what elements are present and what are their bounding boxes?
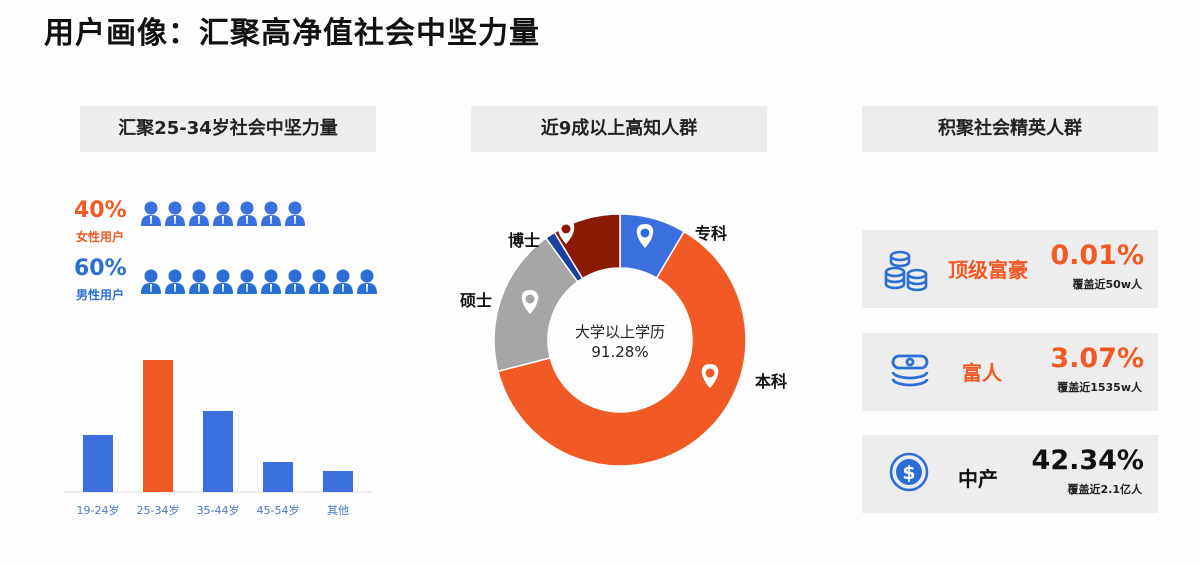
female-percent: 40% bbox=[74, 198, 127, 223]
male-user-icon bbox=[309, 269, 329, 294]
male-user-icon bbox=[189, 269, 209, 294]
female-icons bbox=[140, 200, 308, 230]
bar-3 bbox=[263, 462, 293, 492]
section-header-elite: 积聚社会精英人群 bbox=[862, 106, 1158, 152]
male-user-icon bbox=[261, 269, 281, 294]
donut-center-line1: 大学以上学历 bbox=[574, 323, 665, 341]
elite-card-middle-class: $ 中产 42.34% 覆盖近2.1亿人 bbox=[862, 435, 1158, 513]
label-zhuanke: 专科 bbox=[695, 224, 728, 243]
dollar-coin-icon: $ bbox=[889, 452, 929, 492]
elite-value-top-rich: 0.01% bbox=[1050, 240, 1144, 271]
female-label: 女性用户 bbox=[76, 230, 125, 244]
male-user-icon bbox=[213, 269, 233, 294]
svg-text:$: $ bbox=[902, 462, 915, 484]
bar-tick-label: 其他 bbox=[327, 504, 349, 517]
education-donut-chart bbox=[493, 213, 747, 467]
male-user-icon bbox=[357, 269, 377, 294]
male-label: 男性用户 bbox=[76, 288, 125, 302]
female-user-icon bbox=[141, 201, 161, 226]
female-user-icon bbox=[189, 201, 209, 226]
female-user-icon bbox=[261, 201, 281, 226]
bar-4 bbox=[323, 471, 353, 492]
male-user-icon bbox=[237, 269, 257, 294]
bar-tick-label: 25-34岁 bbox=[137, 503, 180, 517]
male-icons bbox=[140, 268, 380, 298]
elite-coverage-middle-class: 覆盖近2.1亿人 bbox=[1067, 483, 1143, 496]
male-user-icon bbox=[285, 269, 305, 294]
bar-tick-label: 19-24岁 bbox=[77, 503, 120, 517]
elite-value-middle-class: 42.34% bbox=[1031, 445, 1144, 476]
label-shuoshi: 硕士 bbox=[460, 291, 493, 310]
elite-coverage-rich: 覆盖近1535w人 bbox=[1057, 381, 1142, 394]
section-header-education: 近9成以上高知人群 bbox=[471, 106, 767, 152]
label-benke: 本科 bbox=[755, 372, 788, 391]
coin-stack-icon bbox=[884, 250, 928, 292]
section-header-age: 汇聚25-34岁社会中坚力量 bbox=[80, 106, 376, 152]
bar-tick-label: 35-44岁 bbox=[197, 503, 240, 517]
location-pin-icon bbox=[521, 290, 539, 314]
elite-value-rich: 3.07% bbox=[1050, 343, 1144, 374]
page-title: 用户画像：汇聚高净值社会中坚力量 bbox=[44, 16, 540, 51]
donut-slice-1 bbox=[497, 230, 747, 467]
bar-tick-label: 45-54岁 bbox=[257, 503, 300, 517]
donut-center-line2: 91.28% bbox=[591, 343, 649, 361]
elite-name-rich: 富人 bbox=[962, 361, 1002, 385]
male-user-icon bbox=[333, 269, 353, 294]
female-user-icon bbox=[237, 201, 257, 226]
age-bar-chart: 19-24岁 25-34岁 35-44岁 45-54岁 其他 bbox=[64, 360, 372, 517]
elite-card-top-rich: 顶级富豪 0.01% 覆盖近50w人 bbox=[862, 230, 1158, 308]
female-user-icon bbox=[285, 201, 305, 226]
male-user-icon bbox=[141, 269, 161, 294]
bar-0 bbox=[83, 435, 113, 492]
bar-2 bbox=[203, 411, 233, 492]
donut-center-text: 大学以上学历 91.28% bbox=[555, 322, 685, 362]
elite-card-rich: 富人 3.07% 覆盖近1535w人 bbox=[862, 333, 1158, 411]
male-user-icon bbox=[165, 269, 185, 294]
location-pin-icon bbox=[557, 220, 575, 244]
female-user-icon bbox=[165, 201, 185, 226]
elite-coverage-top-rich: 覆盖近50w人 bbox=[1072, 278, 1142, 291]
cash-stack-icon bbox=[891, 354, 929, 387]
elite-name-top-rich: 顶级富豪 bbox=[948, 258, 1028, 282]
elite-name-middle-class: 中产 bbox=[958, 467, 998, 491]
label-boshi: 博士 bbox=[508, 231, 541, 250]
bar-1 bbox=[143, 360, 173, 492]
female-user-icon bbox=[213, 201, 233, 226]
location-pin-icon bbox=[636, 224, 654, 248]
location-pin-icon bbox=[701, 364, 719, 388]
male-percent: 60% bbox=[74, 256, 127, 281]
